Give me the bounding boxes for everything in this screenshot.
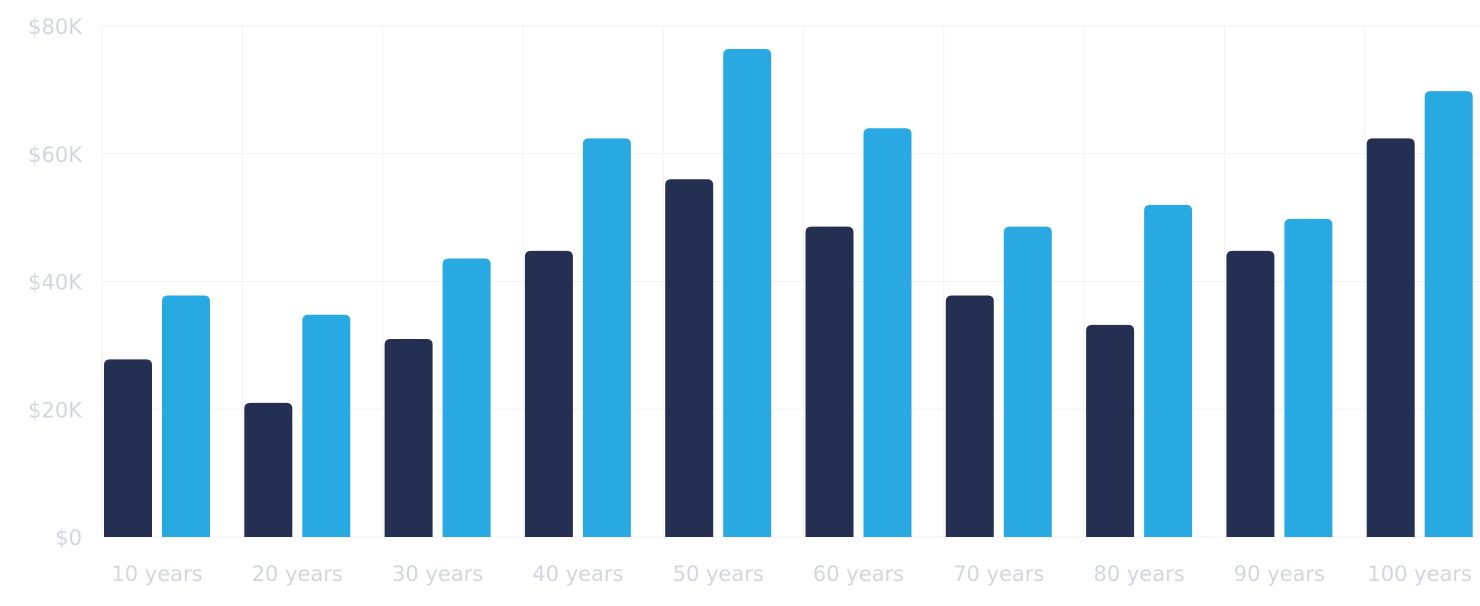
bar-series-1-100-years[interactable] bbox=[1366, 138, 1415, 538]
bar-series-1-50-years[interactable] bbox=[665, 179, 714, 538]
bar-series-1-70-years[interactable] bbox=[945, 295, 994, 537]
x-tick-label: 100 years bbox=[1367, 562, 1472, 586]
y-tick-label: $20K bbox=[28, 398, 83, 422]
bar-series-2-100-years[interactable] bbox=[1424, 91, 1473, 537]
y-axis-ticks: $0 $20K $40K $60K $80K bbox=[28, 15, 83, 550]
bar-series-2-50-years[interactable] bbox=[723, 48, 772, 538]
x-axis-ticks: 10 years 20 years 30 years 40 years 50 years… bbox=[111, 562, 1472, 586]
bar-series-2-20-years[interactable] bbox=[302, 314, 351, 537]
x-tick-label: 50 years bbox=[673, 562, 764, 586]
bar-series-1-20-years[interactable] bbox=[244, 402, 293, 537]
bar-series-1-30-years[interactable] bbox=[384, 338, 433, 537]
y-tick-label: $40K bbox=[28, 271, 83, 295]
bar-series-2-60-years[interactable] bbox=[863, 128, 912, 537]
x-tick-label: 60 years bbox=[813, 562, 904, 586]
y-tick-label: $0 bbox=[55, 526, 82, 550]
bar-series-1-90-years[interactable] bbox=[1226, 250, 1275, 537]
bars bbox=[104, 48, 1473, 538]
x-tick-label: 70 years bbox=[953, 562, 1044, 586]
bar-series-2-40-years[interactable] bbox=[582, 138, 631, 538]
x-tick-label: 30 years bbox=[392, 562, 483, 586]
x-tick-label: 90 years bbox=[1234, 562, 1325, 586]
bar-series-2-90-years[interactable] bbox=[1284, 218, 1333, 537]
bar-series-2-80-years[interactable] bbox=[1144, 204, 1193, 537]
y-tick-label: $60K bbox=[28, 143, 83, 167]
bar-series-1-60-years[interactable] bbox=[805, 226, 854, 537]
x-tick-label: 40 years bbox=[532, 562, 623, 586]
bar-series-2-30-years[interactable] bbox=[442, 258, 491, 537]
bar-series-1-40-years[interactable] bbox=[524, 250, 573, 537]
x-tick-label: 10 years bbox=[111, 562, 202, 586]
y-tick-label: $80K bbox=[28, 15, 83, 39]
bar-series-1-10-years[interactable] bbox=[104, 359, 152, 537]
bar-series-2-70-years[interactable] bbox=[1003, 226, 1052, 537]
x-tick-label: 20 years bbox=[252, 562, 343, 586]
bar-series-2-10-years[interactable] bbox=[162, 295, 210, 537]
bar-series-1-80-years[interactable] bbox=[1086, 324, 1135, 537]
x-tick-label: 80 years bbox=[1093, 562, 1184, 586]
